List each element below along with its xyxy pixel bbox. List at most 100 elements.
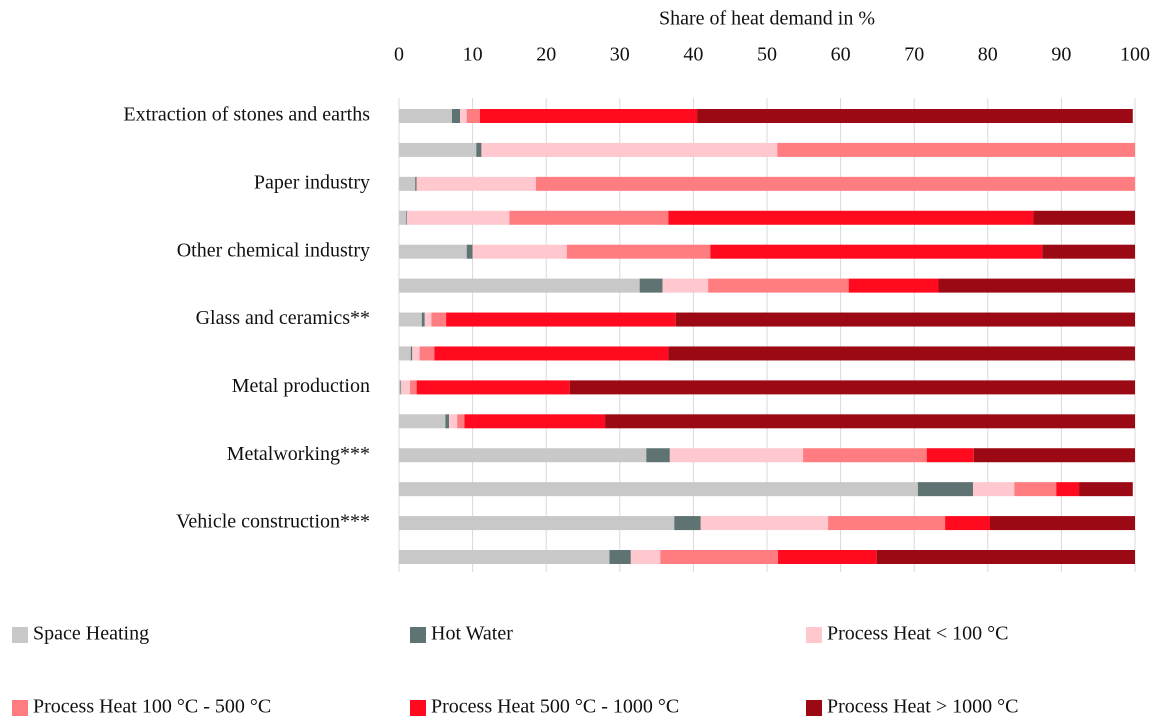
bar-segment xyxy=(848,278,939,293)
bar-segment xyxy=(973,482,1015,497)
x-tick-label: 50 xyxy=(757,44,777,66)
bar-segment xyxy=(445,414,450,429)
bar-segment xyxy=(990,516,1135,531)
y-tick-label: Metal production xyxy=(232,375,370,397)
x-tick-label: 20 xyxy=(536,44,556,66)
x-tick-label: 40 xyxy=(683,44,703,66)
bar-segment xyxy=(399,210,407,225)
bar-segment xyxy=(509,210,669,225)
x-tick-label: 90 xyxy=(1051,44,1071,66)
legend-label: Process Heat 100 °C - 500 °C xyxy=(33,696,271,718)
x-tick-label: 10 xyxy=(463,44,483,66)
y-tick-label: Paper industry xyxy=(254,171,370,193)
bar-segment xyxy=(412,346,420,361)
bar-segment xyxy=(399,142,477,157)
bar-segment xyxy=(399,550,610,564)
bar-segment xyxy=(828,516,946,531)
bar-segment xyxy=(416,176,536,191)
legend-label: Process Heat 500 °C - 1000 °C xyxy=(431,696,679,718)
x-axis-title: Share of heat demand in % xyxy=(659,8,875,30)
bar-segment xyxy=(401,380,411,395)
bar-segment xyxy=(431,312,447,327)
bar-segment xyxy=(399,109,452,123)
x-tick-label: 30 xyxy=(610,44,630,66)
bar-segment xyxy=(410,380,417,395)
bar-segment xyxy=(566,244,711,259)
bar-segment xyxy=(464,414,606,429)
bar-segment xyxy=(803,448,927,463)
bar-segment xyxy=(400,380,402,395)
bar-segment xyxy=(1079,482,1133,497)
bar-segment xyxy=(399,414,446,429)
y-tick-label: Glass and ceramics** xyxy=(196,307,370,329)
bar-segment xyxy=(535,176,1135,191)
legend-swatch xyxy=(12,700,28,716)
bar-segment xyxy=(876,550,1135,564)
y-tick-label: Vehicle construction*** xyxy=(176,511,370,533)
bar-segment xyxy=(399,176,416,191)
bar-segment xyxy=(1042,244,1135,259)
legend-swatch xyxy=(806,700,822,716)
bar-segment xyxy=(778,550,877,564)
bar-segment xyxy=(926,448,974,463)
y-tick-label: Metalworking*** xyxy=(227,443,370,465)
legend-label: Hot Water xyxy=(431,623,513,645)
x-tick-label: 0 xyxy=(394,44,404,66)
bar-segment xyxy=(399,346,411,361)
bar-segment xyxy=(424,312,432,327)
bar-segment xyxy=(569,380,1135,395)
bar-segment xyxy=(660,550,779,564)
bar-segment xyxy=(451,109,461,123)
bar-segment xyxy=(668,210,1034,225)
bar-segment xyxy=(399,482,918,497)
bar-segment xyxy=(938,278,1135,293)
bar-segment xyxy=(399,312,422,327)
bar-segment xyxy=(407,210,510,225)
bar-segment xyxy=(481,142,778,157)
bar-segment xyxy=(710,244,1043,259)
bar-segment xyxy=(415,176,417,191)
bar-segment xyxy=(410,346,413,361)
bar-segment xyxy=(457,414,465,429)
bar-segment xyxy=(434,346,669,361)
bar-segment xyxy=(476,142,482,157)
bar-segment xyxy=(973,448,1135,463)
bar-segment xyxy=(945,516,991,531)
bar-segment xyxy=(1014,482,1057,497)
bar-segment xyxy=(668,346,1135,361)
bar-segment xyxy=(917,482,974,497)
bar-segment xyxy=(777,142,1135,157)
bar-segment xyxy=(449,414,458,429)
bar-segment xyxy=(399,448,647,463)
bar-segment xyxy=(472,244,567,259)
bar-segment xyxy=(674,516,701,531)
legend-label: Process Heat > 1000 °C xyxy=(827,696,1018,718)
y-tick-label: Extraction of stones and earths xyxy=(123,104,370,126)
bar-segment xyxy=(466,109,480,123)
bar-segment xyxy=(466,244,473,259)
bar-segment xyxy=(697,109,1133,123)
legend-label: Space Heating xyxy=(33,623,149,645)
bar-segment xyxy=(399,380,401,395)
bar-segment xyxy=(675,312,1135,327)
bar-segment xyxy=(630,550,661,564)
bar-segment xyxy=(639,278,663,293)
bar-segment xyxy=(399,244,467,259)
bar-segment xyxy=(1033,210,1135,225)
legend-swatch xyxy=(806,627,822,643)
bar-segment xyxy=(416,380,570,395)
x-tick-label: 70 xyxy=(904,44,924,66)
legend-label: Process Heat < 100 °C xyxy=(827,623,1008,645)
bar-segment xyxy=(399,278,640,293)
legend-swatch xyxy=(12,627,28,643)
bar-segment xyxy=(669,448,804,463)
legend-swatch xyxy=(410,700,426,716)
x-tick-label: 60 xyxy=(831,44,851,66)
bar-segment xyxy=(399,516,675,531)
x-tick-label: 80 xyxy=(978,44,998,66)
bar-segment xyxy=(605,414,1135,429)
legend-swatch xyxy=(410,627,426,643)
bar-segment xyxy=(419,346,435,361)
bar-segment xyxy=(421,312,425,327)
